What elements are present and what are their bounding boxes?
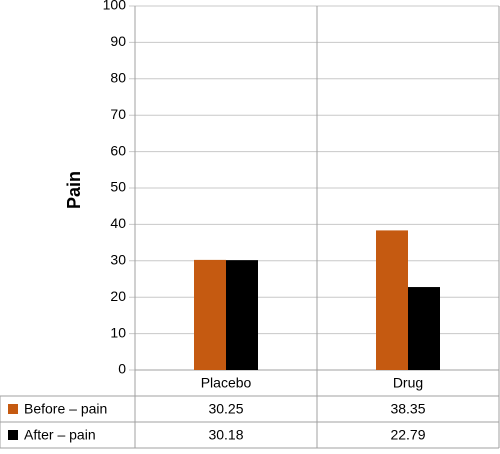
bar xyxy=(226,260,258,370)
table-value: 30.25 xyxy=(208,401,243,417)
y-tick-label: 50 xyxy=(110,179,126,195)
bar xyxy=(408,287,440,370)
legend-label: Before – pain xyxy=(24,401,107,417)
x-tick-label: Placebo xyxy=(201,375,252,391)
legend-key xyxy=(8,404,18,414)
table-value: 30.18 xyxy=(208,427,243,443)
y-tick-label: 90 xyxy=(110,33,126,49)
table-value: 38.35 xyxy=(390,401,425,417)
legend-label: After – pain xyxy=(24,427,96,443)
y-tick-label: 30 xyxy=(110,252,126,268)
y-tick-label: 100 xyxy=(103,0,127,13)
bar xyxy=(376,230,408,370)
y-tick-label: 80 xyxy=(110,70,126,86)
x-tick-label: Drug xyxy=(393,375,423,391)
y-tick-label: 60 xyxy=(110,142,126,158)
y-tick-label: 0 xyxy=(118,361,126,377)
bar xyxy=(194,259,226,370)
y-tick-label: 20 xyxy=(110,288,126,304)
legend-key xyxy=(8,430,18,440)
y-tick-label: 70 xyxy=(110,106,126,122)
y-axis-label: Pain xyxy=(64,171,84,209)
y-tick-label: 40 xyxy=(110,215,126,231)
table-value: 22.79 xyxy=(390,427,425,443)
y-tick-label: 10 xyxy=(110,324,126,340)
